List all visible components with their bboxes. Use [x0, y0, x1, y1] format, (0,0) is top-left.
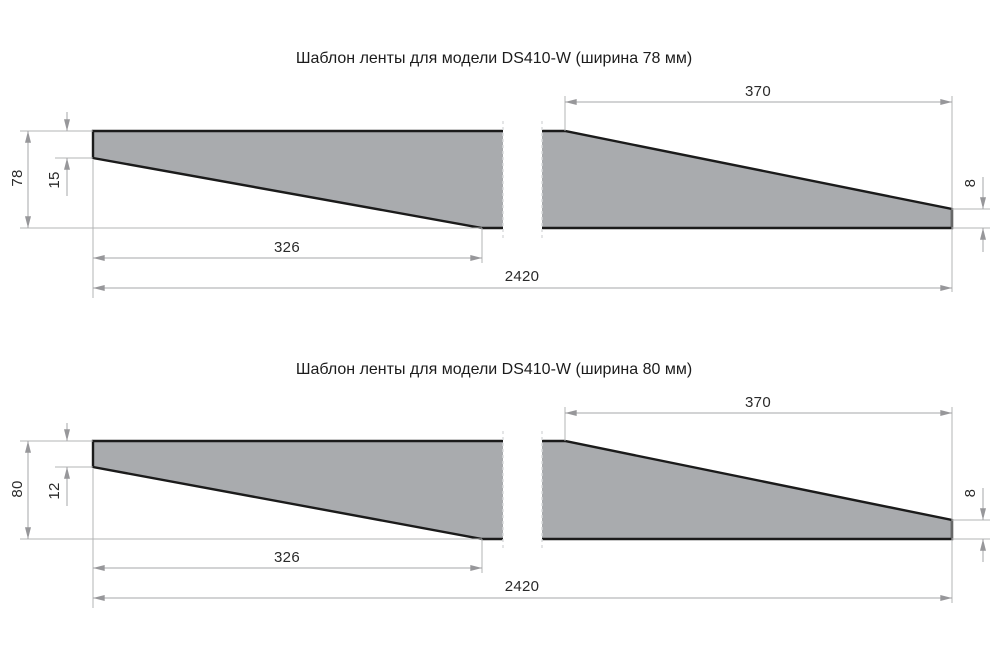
dim-label-top-taper: 370	[745, 83, 771, 100]
dim-label-left-tip: 12	[46, 482, 63, 499]
dim-label-right-tip: 8	[962, 489, 979, 498]
diagram-78mm: Шаблон ленты для модели DS410-W (ширина …	[9, 50, 990, 298]
dim-label-band-width: 80	[9, 480, 26, 497]
dim-label-bottom-taper: 326	[274, 239, 300, 256]
dim-label-total-length: 2420	[505, 578, 540, 595]
band-left-piece	[93, 441, 503, 539]
dim-label-total-length: 2420	[505, 268, 540, 285]
dim-label-band-width: 78	[9, 169, 26, 186]
diagram-title: Шаблон ленты для модели DS410-W (ширина …	[296, 361, 692, 378]
dim-label-bottom-taper: 326	[274, 549, 300, 566]
dim-label-top-taper: 370	[745, 394, 771, 411]
band-right-piece	[542, 441, 952, 539]
diagram-title: Шаблон ленты для модели DS410-W (ширина …	[296, 50, 692, 67]
dim-label-right-tip: 8	[962, 179, 979, 188]
dim-label-left-tip: 15	[46, 171, 63, 188]
band-right-piece	[542, 131, 952, 228]
diagram-80mm: Шаблон ленты для модели DS410-W (ширина …	[9, 361, 990, 608]
band-left-piece	[93, 131, 503, 228]
